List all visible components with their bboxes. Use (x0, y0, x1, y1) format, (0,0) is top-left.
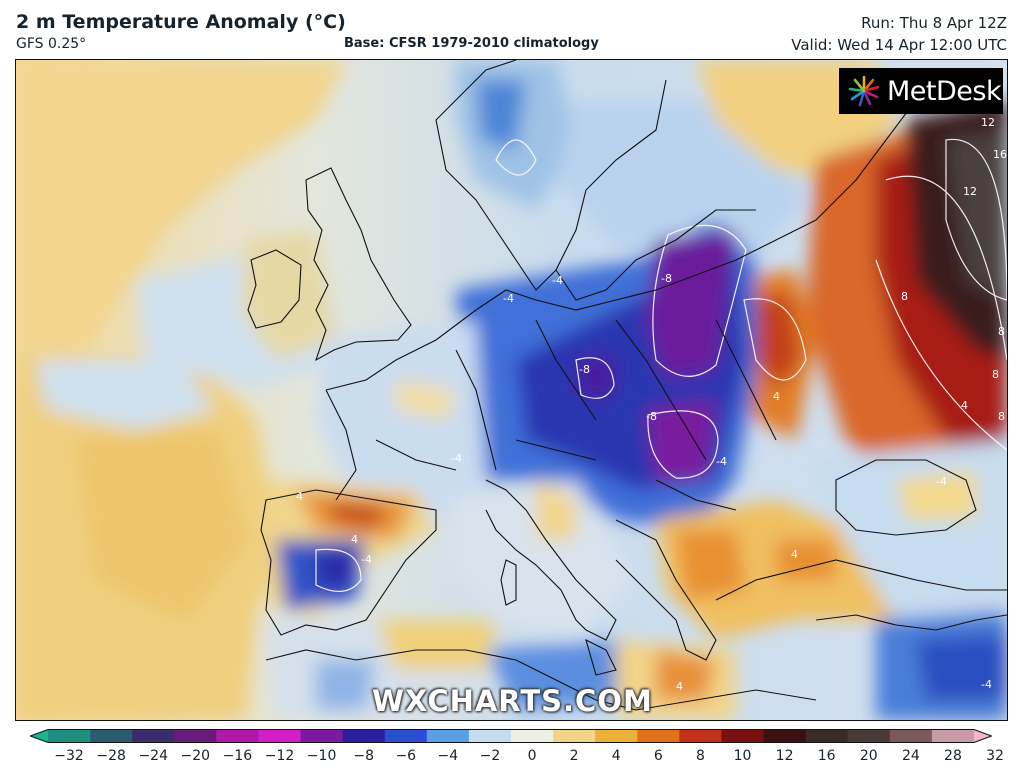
colorbar-tick-label: 32 (986, 748, 1004, 764)
contour-label: -8 (661, 272, 672, 285)
contour-label: 4 (791, 548, 798, 561)
colorbar-segment (721, 729, 765, 743)
climatology-base-label: Base: CFSR 1979-2010 climatology (344, 36, 599, 51)
contour-labels: -8 -8 -8 -4 -4 -4 -4 -4 -4 -4 4 4 4 4 4 … (296, 116, 1007, 693)
colorbar-segment (763, 729, 807, 743)
colorbar-segment (384, 729, 428, 743)
colorbar-segment (342, 729, 386, 743)
colorbar-segment (258, 729, 302, 743)
anomaly-shading (16, 60, 1007, 720)
contour-label: 8 (998, 325, 1005, 338)
colorbar-segment (468, 729, 512, 743)
colorbar-tick-label: −6 (395, 748, 417, 764)
wxcharts-watermark: WXCHARTS.COM (372, 684, 653, 718)
contour-label: -4 (936, 475, 947, 488)
map-canvas: -8 -8 -8 -4 -4 -4 -4 -4 -4 -4 4 4 4 4 4 … (16, 60, 1007, 720)
contour-label: 12 (963, 185, 977, 198)
contour-label: 8 (901, 290, 908, 303)
colorbar (30, 729, 992, 743)
contour-label: -4 (981, 678, 992, 691)
colorbar-segment (805, 729, 849, 743)
colorbar-segment (511, 729, 554, 743)
anomaly-map: -8 -8 -8 -4 -4 -4 -4 -4 -4 -4 4 4 4 4 4 … (15, 59, 1008, 721)
contour-label: 4 (676, 680, 683, 693)
contour-label: -4 (552, 274, 563, 287)
colorbar-tick-label: −16 (222, 748, 253, 764)
colorbar-tick-label: −24 (138, 748, 168, 764)
contour-label: 4 (961, 399, 968, 412)
colorbar-tick-label: −10 (306, 748, 337, 764)
colorbar-segments (30, 729, 992, 743)
contour-label: -4 (361, 553, 372, 566)
colorbar-min-extension (30, 729, 48, 743)
colorbar-segment (595, 729, 638, 743)
colorbar-tick-label: 6 (653, 748, 663, 764)
colorbar-tick-label: −2 (479, 748, 501, 764)
colorbar-segment (679, 729, 722, 743)
colorbar-tick-label: 20 (859, 748, 878, 764)
contour-label: 8 (998, 410, 1005, 423)
metdesk-starburst-icon (848, 75, 880, 107)
metdesk-logo: MetDesk (839, 68, 1003, 114)
colorbar-segment (48, 729, 91, 743)
colorbar-segment (174, 729, 217, 743)
contour-label: 8 (992, 368, 999, 381)
valid-time-label: Valid: Wed 14 Apr 12:00 UTC (791, 36, 1007, 54)
coastlines-and-borders (247, 60, 1007, 711)
colorbar-tick-label: 10 (733, 748, 752, 764)
contour-label: 16 (993, 148, 1007, 161)
colorbar-segment (426, 729, 470, 743)
contour-lines (315, 138, 1007, 592)
contour-label: 4 (296, 490, 303, 503)
colorbar-tick-labels: −32 −28 −24 −20 −16 −12 −10 −8 −6 −4 −2 0 2 4 6 8 10 12 16… (0, 748, 1024, 772)
contour-label: -4 (716, 455, 727, 468)
contour-label: 4 (773, 390, 780, 403)
colorbar-max-extension (974, 729, 992, 743)
metdesk-logo-text: MetDesk (887, 75, 1002, 107)
colorbar-tick-label: 4 (611, 748, 621, 764)
colorbar-tick-label: −32 (54, 748, 84, 764)
colorbar-tick-label: 28 (944, 748, 962, 764)
colorbar-tick-label: 2 (569, 748, 579, 764)
colorbar-segment (216, 729, 259, 743)
contour-label: -8 (579, 363, 590, 376)
colorbar-tick-label: 24 (901, 748, 920, 764)
colorbar-tick-label: −28 (96, 748, 126, 764)
model-label: GFS 0.25° (16, 36, 87, 52)
colorbar-tick-label: 0 (527, 748, 537, 764)
colorbar-tick-label: −12 (264, 748, 295, 764)
colorbar-segment (931, 729, 975, 743)
contour-label: -8 (646, 410, 657, 423)
colorbar-tick-label: −8 (353, 748, 374, 764)
contour-label: 12 (981, 116, 995, 129)
chart-title: 2 m Temperature Anomaly (°C) (16, 11, 346, 33)
colorbar-segment (847, 729, 891, 743)
run-time-label: Run: Thu 8 Apr 12Z (861, 14, 1007, 32)
contour-label: -4 (451, 452, 462, 465)
colorbar-tick-label: 8 (695, 748, 705, 764)
colorbar-segment (889, 729, 933, 743)
colorbar-tick-label: 16 (817, 748, 836, 764)
colorbar-segment (637, 729, 680, 743)
contour-label: 4 (351, 533, 358, 546)
colorbar-segment (90, 729, 133, 743)
colorbar-tick-label: 12 (775, 748, 794, 764)
colorbar-tick-label: −20 (180, 748, 211, 764)
colorbar-outline (30, 729, 992, 743)
contour-label: -4 (503, 292, 514, 305)
colorbar-segment (132, 729, 175, 743)
colorbar-segment (300, 729, 344, 743)
colorbar-segment (553, 729, 596, 743)
colorbar-tick-label: −4 (437, 748, 459, 764)
